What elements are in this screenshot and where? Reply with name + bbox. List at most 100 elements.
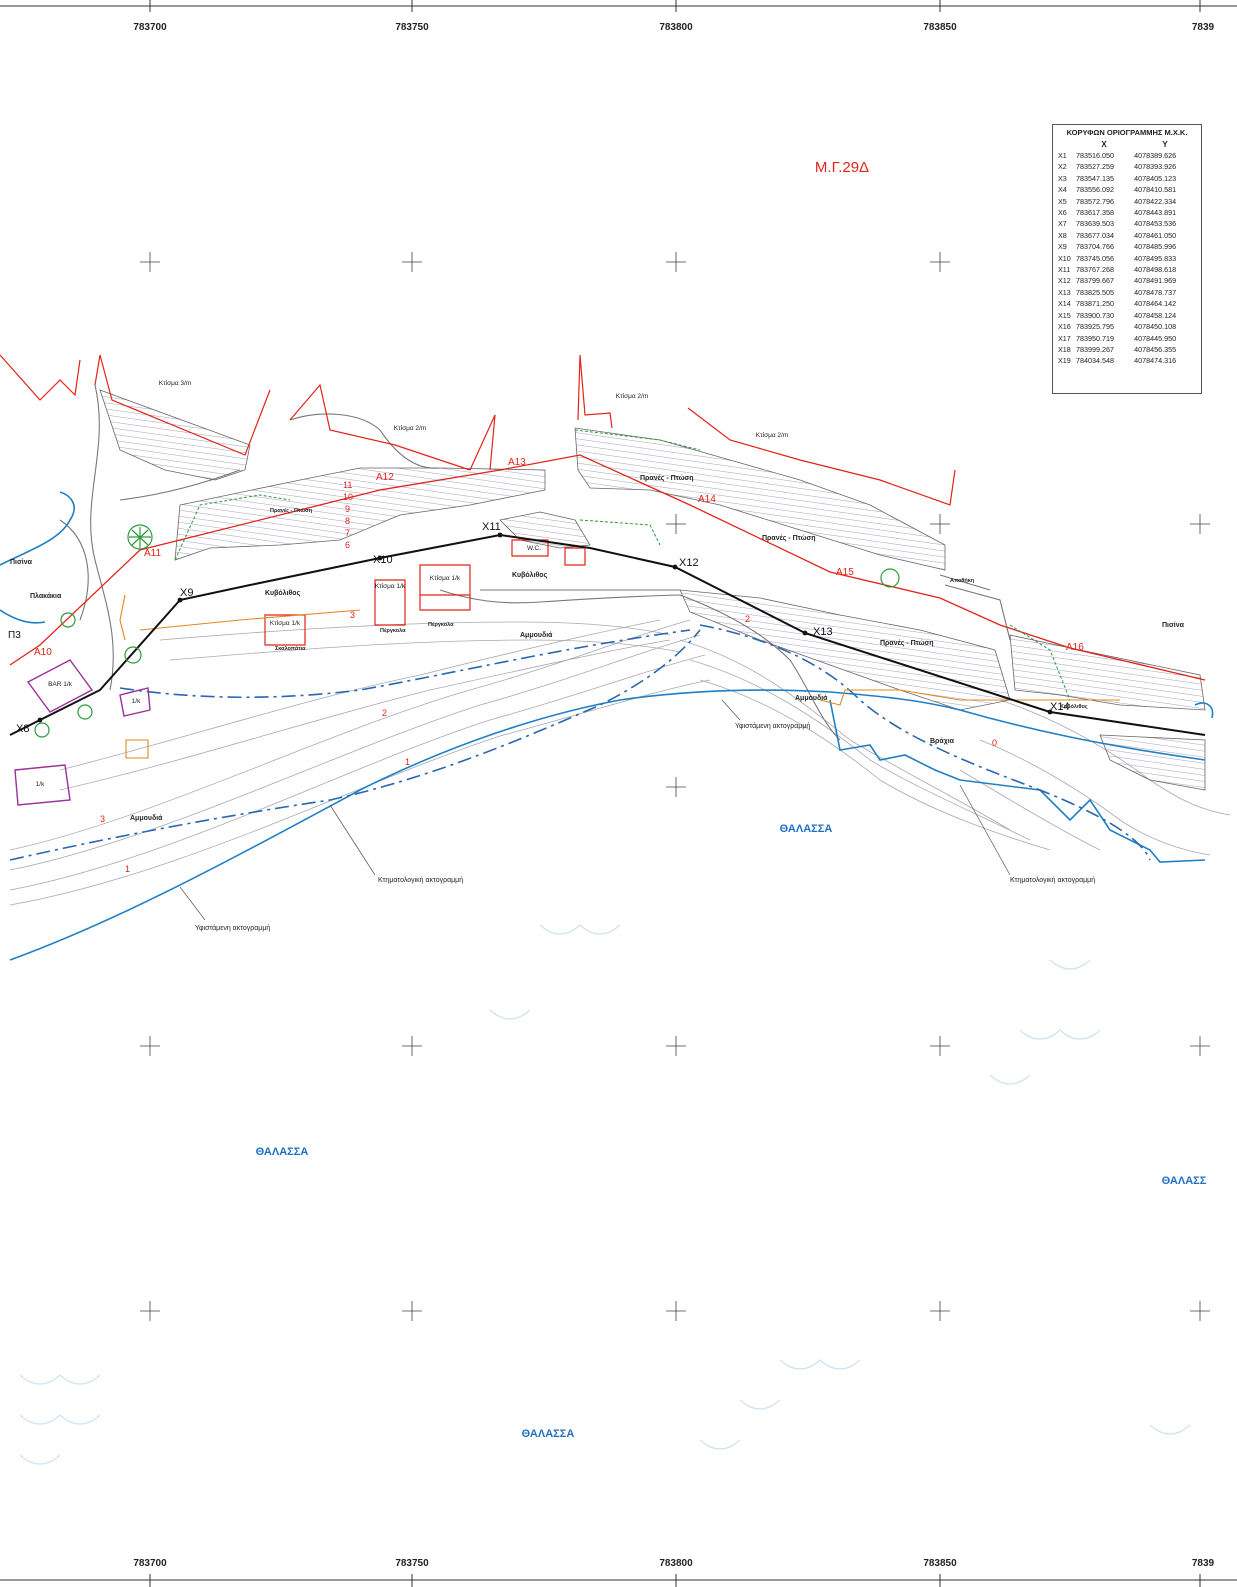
sand-label: Αμμουδιά [795,695,828,702]
table-cell-pt: X3 [1058,173,1067,183]
table-cell-x: 783925.795 [1076,322,1114,332]
contour-number: 6 [345,540,350,550]
sea-label: ΘΑΛΑΣΣΑ [780,823,833,835]
boundary-point-label: X13 [813,626,833,638]
storage-label: Αποθήκη [950,578,975,584]
table-cell-y: 4078410.581 [1134,185,1177,195]
rock-label: Βράχια [930,738,955,745]
contour-number: 3 [100,814,105,824]
cobbles-label: Κυβόλιθος [265,589,301,597]
grid-labels-bottom: 783700 783750 783800 783850 7839 [133,1558,1214,1569]
grid-label-top: 783750 [395,22,429,33]
table-row: X2 783527.259 4078393.926 [1057,161,1197,172]
table-cell-pt: X16 [1058,322,1071,332]
table-cell-pt: X17 [1058,333,1071,343]
pergola-label: Πέργκολα [428,622,454,628]
table-cell-x: 783677.034 [1076,230,1114,240]
table-cell-y: 4078458.124 [1134,310,1177,320]
slope-label: Πρανές - Πτώση [880,640,934,647]
table-cell-x: 783556.092 [1076,185,1114,195]
coordinate-table-title: ΚΟΡΥΦΩΝ ΟΡΙΟΓΡΑΜΜΗΣ Μ.Χ.Κ. [1066,128,1188,137]
bar-structures [14,659,151,806]
grid-label-top: 783700 [133,22,167,33]
table-cell-x: 783767.268 [1076,265,1114,275]
table-cell-pt: X14 [1058,299,1071,309]
table-cell-pt: X12 [1058,276,1071,286]
stairs-label: Σκαλοπάτια [275,646,306,652]
table-cell-x: 783999.267 [1076,344,1114,354]
shoreline-labels: Κτηματολογική ακτογραμμή Υφιστάμενη ακτο… [195,722,1095,932]
building-label: Κτίσμα 1/k [270,619,301,627]
contour-number: 2 [745,614,750,624]
table-cell-y: 4078445.950 [1134,333,1177,343]
table-cell-y: 4078453.536 [1134,219,1177,229]
table-row: X4 783556.092 4078410.581 [1057,184,1197,195]
sea-label: ΘΑΛΑΣΣΑ [522,1428,575,1440]
table-row: X11 783767.268 4078498.618 [1057,264,1197,275]
pergola-label: Πέργκολα [380,628,406,634]
table-cell-pt: X10 [1058,253,1071,263]
table-cell-x: 783572.796 [1076,196,1114,206]
building-label: Κτίσμα 2/m [616,392,649,400]
table-row: X17 783950.719 4078445.950 [1057,333,1197,344]
table-row: X16 783925.795 4078450.108 [1057,321,1197,332]
table-cell-x: 783527.259 [1076,162,1114,172]
contour-number: 8 [345,516,350,526]
table-cell-x: 783617.358 [1076,208,1114,218]
shoreline-point-label: Α15 [836,567,854,578]
grid-label-top: 783800 [659,22,693,33]
existing-shoreline [9,689,1206,961]
table-cell-x: 783799.667 [1076,276,1114,286]
boundary-point-label: X12 [679,557,699,569]
sheet-id: Μ.Γ.29Δ [815,159,869,176]
table-cell-y: 4078485.996 [1134,242,1177,252]
sea-label: ΘΑΛΑΣΣΑ [256,1146,309,1158]
table-cell-pt: X5 [1058,196,1067,206]
table-cell-x: 783704.766 [1076,242,1114,252]
building-label: BAR 1/k [48,681,73,688]
shoreline-point-label: Α10 [34,647,52,658]
table-cell-pt: X13 [1058,287,1071,297]
table-row: X19 784034.548 4078474.316 [1057,355,1197,366]
column-header-y: Y [1162,140,1168,149]
cadastral-shoreline-label: Κτηματολογική ακτογραμμή [1010,877,1095,884]
contour-number: 0 [992,738,997,748]
slope-label: Πρανές - Πτώση [270,508,313,514]
table-cell-x: 784034.548 [1076,356,1114,366]
table-cell-pt: X19 [1058,356,1071,366]
table-cell-pt: X1 [1058,151,1067,160]
table-row: X3 783547.135 4078405.123 [1057,173,1197,184]
column-header-x: X [1101,140,1107,149]
shoreline-point-label: Α13 [508,457,526,468]
table-cell-x: 783825.505 [1076,287,1114,297]
shoreline-point-labels: Α10 Α11 Α12 Α13 Α14 Α15 Α16 [34,457,1084,658]
sand-label: Αμμουδιά [130,815,163,822]
grid-labels-top: 783700 783750 783800 783850 7839 [133,22,1214,33]
building-label: Κτίσμα 1/k [375,582,406,590]
cobbles-label: Κυβόλιθος [1060,704,1088,710]
cadastral-shoreline [9,624,1151,861]
table-cell-x: 783871.250 [1076,299,1114,309]
contour-number: 11 [343,480,352,490]
sand-label: Αμμουδιά [520,632,553,639]
boundary-vertices [37,532,1053,723]
table-cell-y: 4078422.334 [1134,196,1177,206]
wc-label: W.C. [527,545,541,552]
boundary-line [9,533,1206,736]
table-row: X6 783617.358 4078443.891 [1057,207,1197,218]
table-cell-y: 4078491.969 [1134,276,1177,286]
table-cell-y: 4078450.108 [1134,322,1177,332]
grid-crosses [140,252,1210,1321]
sea-labels: ΘΑΛΑΣΣΑ ΘΑΛΑΣΣΑ ΘΑΛΑΣΣΑ ΘΑΛΑΣΣ [256,823,1207,1440]
contour-number: 3 [350,610,355,620]
table-row: X1 783516.050 4078389.626 [1057,150,1197,161]
slope-label: Πρανές - Πτώση [762,535,816,542]
grid-label-top: 7839 [1192,22,1215,33]
table-row: X13 783825.505 4078478.737 [1057,287,1197,298]
table-cell-x: 783639.503 [1076,219,1114,229]
boundary-point-label: X9 [180,587,193,599]
table-cell-pt: X4 [1058,185,1067,195]
building-label: Κτίσμα 2/m [756,431,789,439]
shoreline-point-label: Α14 [698,494,716,505]
